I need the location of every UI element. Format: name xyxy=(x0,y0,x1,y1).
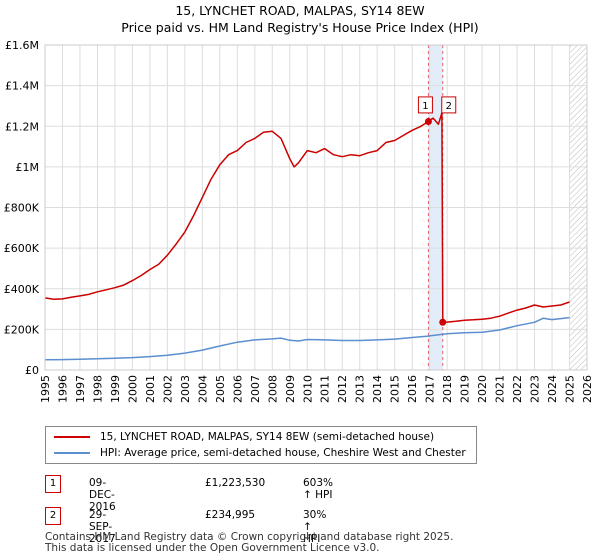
x-tick-label: 2017 xyxy=(424,375,437,403)
hpi-line xyxy=(44,316,570,361)
x-tick-label: 2016 xyxy=(406,375,419,403)
x-tick-label: 2024 xyxy=(546,375,559,403)
price-chart: 1 2 £0 £200K £400K £600K £800K £1M £1.2M £1.4M £1.… xyxy=(4,39,594,403)
x-tick-label: 2002 xyxy=(161,375,174,403)
x-tick-label: 2004 xyxy=(196,375,209,403)
y-tick-label: £600K xyxy=(4,242,40,255)
y-tick-label: £1.4M xyxy=(5,80,39,93)
x-tick-label: 2014 xyxy=(371,375,384,403)
y-tick-label: £1.2M xyxy=(5,120,39,133)
x-tick-label: 2021 xyxy=(494,375,507,403)
x-tick-label: 2019 xyxy=(459,375,472,403)
x-tick-label: 2000 xyxy=(126,375,139,403)
x-tick-label: 2022 xyxy=(511,375,524,403)
y-tick-label: £1.6M xyxy=(5,39,39,52)
x-tick-label: 1996 xyxy=(56,375,69,403)
legend-hpi-swatch xyxy=(54,452,90,454)
transaction-hpi: 30% ↑ HPI xyxy=(303,509,327,545)
x-tick-label: 2005 xyxy=(214,375,227,403)
legend: 15, LYNCHET ROAD, MALPAS, SY14 8EW (semi… xyxy=(45,426,477,464)
x-tick-label: 2023 xyxy=(529,375,542,403)
transaction-badge: 2 xyxy=(45,507,61,525)
x-tick-label: 2012 xyxy=(336,375,349,403)
x-tick-label: 1999 xyxy=(109,375,122,403)
x-tick-label: 1998 xyxy=(91,375,104,403)
transaction-date: 09-DEC-2016 xyxy=(89,477,116,513)
legend-item-hpi: HPI: Average price, semi-detached house,… xyxy=(54,447,466,463)
annotation-box xyxy=(441,96,457,114)
sale-point xyxy=(439,318,447,326)
x-tick-label: 2025 xyxy=(564,375,577,403)
annotation-number: 1 xyxy=(422,101,428,112)
x-tick-label: 2011 xyxy=(319,375,332,403)
footer-copyright: Contains HM Land Registry data © Crown c… xyxy=(45,531,454,543)
x-tick-label: 2015 xyxy=(389,375,402,403)
legend-property-label: 15, LYNCHET ROAD, MALPAS, SY14 8EW (semi… xyxy=(100,431,435,443)
x-tick-label: 2006 xyxy=(231,375,244,403)
y-tick-label: £400K xyxy=(4,283,40,296)
x-tick-label: 2026 xyxy=(581,375,594,403)
transaction-price: £234,995 xyxy=(205,509,256,521)
transaction-hpi: 603% ↑ HPI xyxy=(303,477,334,501)
transaction-badge: 1 xyxy=(45,475,61,493)
footer-license: This data is licensed under the Open Gov… xyxy=(45,542,380,554)
x-tick-label: 1995 xyxy=(39,375,52,403)
sale-point xyxy=(424,117,432,125)
y-tick-label: £0 xyxy=(25,364,39,377)
y-tick-label: £200K xyxy=(4,323,40,336)
y-tick-label: £800K xyxy=(4,202,40,215)
property-price-line xyxy=(44,112,570,324)
x-tick-label: 2010 xyxy=(301,375,314,403)
legend-item-property: 15, LYNCHET ROAD, MALPAS, SY14 8EW (semi… xyxy=(54,431,434,447)
x-tick-label: 2001 xyxy=(144,375,157,403)
x-tick-label: 2009 xyxy=(284,375,297,403)
legend-property-swatch xyxy=(54,436,90,438)
x-tick-label: 2018 xyxy=(441,375,454,403)
x-tick-label: 2020 xyxy=(476,375,489,403)
annotation-box xyxy=(417,96,433,114)
annotation-label: 1 xyxy=(417,96,433,114)
transaction-date: 29-SEP-2017 xyxy=(89,509,116,545)
x-tick-label: 2007 xyxy=(249,375,262,403)
chart-subtitle: Price paid vs. HM Land Registry's House … xyxy=(121,20,479,35)
x-tick-label: 2003 xyxy=(179,375,192,403)
transaction-price: £1,223,530 xyxy=(205,477,266,489)
y-tick-label: £1M xyxy=(16,161,40,174)
plot-frame xyxy=(44,44,588,371)
x-tick-label: 2013 xyxy=(354,375,367,403)
chart-title: 15, LYNCHET ROAD, MALPAS, SY14 8EW xyxy=(175,3,425,18)
legend-hpi-label: HPI: Average price, semi-detached house,… xyxy=(100,447,466,459)
x-tick-label: 1997 xyxy=(74,375,87,403)
annotation-number: 2 xyxy=(446,101,452,112)
annotation-label: 2 xyxy=(441,96,457,114)
x-tick-label: 2008 xyxy=(266,375,279,403)
